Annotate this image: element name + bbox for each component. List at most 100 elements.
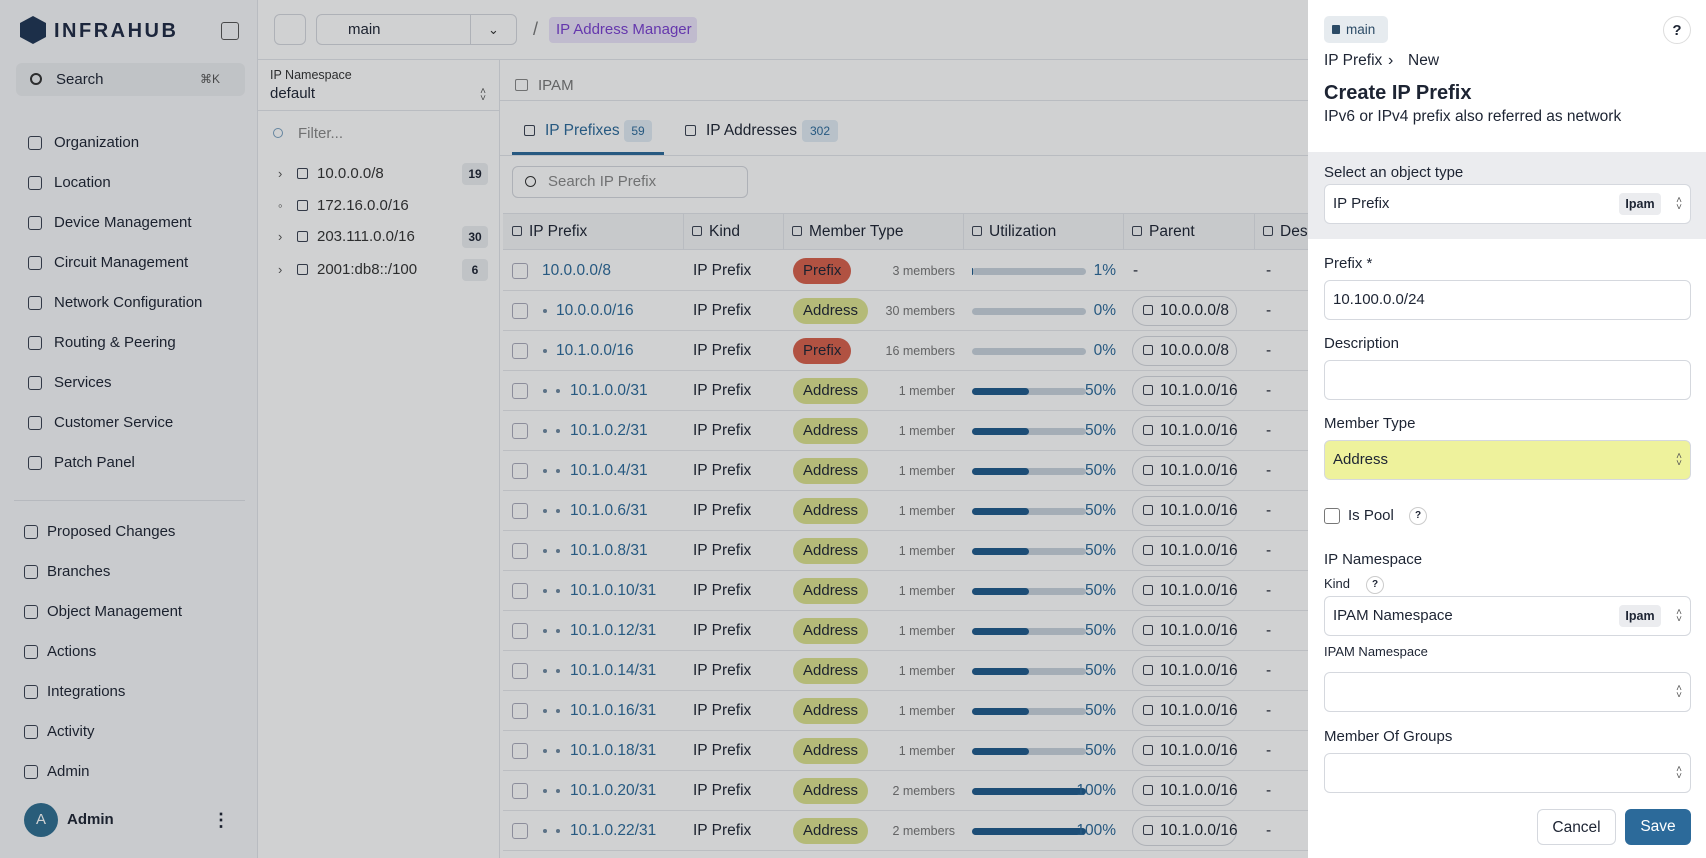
- table-row[interactable]: [503, 651, 1308, 691]
- table-row[interactable]: [503, 371, 1308, 411]
- tab[interactable]: IP Addresses: [706, 122, 798, 139]
- parent-chip[interactable]: [1132, 376, 1237, 406]
- prefix-link[interactable]: 10.1.0.2/31: [570, 422, 648, 439]
- prefix-link[interactable]: 10.0.0.0/16: [556, 302, 634, 319]
- row-checkbox[interactable]: [512, 823, 528, 839]
- row-checkbox[interactable]: [512, 583, 528, 599]
- nav-item[interactable]: Network Configuration: [54, 294, 203, 311]
- parent-chip[interactable]: [1132, 296, 1237, 326]
- table-row[interactable]: [503, 531, 1308, 571]
- tree-expander[interactable]: ›: [278, 166, 283, 181]
- row-checkbox[interactable]: [512, 343, 528, 359]
- parent-chip[interactable]: [1132, 656, 1237, 686]
- nav-item[interactable]: Device Management: [54, 214, 192, 231]
- prefix-link[interactable]: 10.1.0.18/31: [570, 742, 657, 759]
- search-box[interactable]: [16, 63, 245, 96]
- search-input[interactable]: [512, 166, 748, 198]
- row-checkbox[interactable]: [512, 743, 528, 759]
- prefix-link[interactable]: 10.0.0.0/8: [542, 262, 611, 279]
- tree-item[interactable]: 10.0.0.0/8: [317, 165, 384, 182]
- parent-chip[interactable]: [1132, 536, 1237, 566]
- tree-expander[interactable]: ◦: [278, 198, 283, 213]
- table-row[interactable]: [503, 731, 1308, 771]
- parent-chip[interactable]: [1132, 616, 1237, 646]
- row-checkbox[interactable]: [512, 263, 528, 279]
- parent-chip[interactable]: [1132, 576, 1237, 606]
- table-row[interactable]: [503, 491, 1308, 531]
- prefix-link[interactable]: 10.1.0.12/31: [570, 622, 657, 639]
- filter-input[interactable]: Filter...: [298, 125, 344, 142]
- table-row[interactable]: [503, 611, 1308, 651]
- parent-chip[interactable]: [1132, 696, 1237, 726]
- nav-item[interactable]: Activity: [47, 723, 95, 740]
- parent-chip[interactable]: [1132, 736, 1237, 766]
- save-button[interactable]: Save: [1625, 809, 1691, 845]
- tree-expander[interactable]: ›: [278, 262, 283, 277]
- tab[interactable]: IP Prefixes: [545, 122, 620, 139]
- member-type-select[interactable]: [1324, 440, 1691, 480]
- tree-item[interactable]: 203.111.0.0/16: [317, 228, 415, 245]
- table-row[interactable]: [503, 331, 1308, 371]
- nav-item[interactable]: Services: [54, 374, 112, 391]
- collapse-button[interactable]: [221, 22, 239, 40]
- date-button[interactable]: [274, 14, 306, 45]
- nav-item[interactable]: Location: [54, 174, 111, 191]
- prefix-link[interactable]: 10.1.0.16/31: [570, 702, 657, 719]
- row-checkbox[interactable]: [512, 383, 528, 399]
- prefix-link[interactable]: 10.1.0.22/31: [570, 822, 657, 839]
- row-checkbox[interactable]: [512, 543, 528, 559]
- parent-chip[interactable]: [1132, 816, 1237, 846]
- parent-chip[interactable]: [1132, 496, 1237, 526]
- groups-select[interactable]: [1324, 753, 1691, 793]
- nav-item[interactable]: Actions: [47, 643, 97, 660]
- table-row[interactable]: [503, 771, 1308, 811]
- parent-chip[interactable]: [1132, 776, 1237, 806]
- table-row[interactable]: [503, 811, 1308, 851]
- row-checkbox[interactable]: [512, 703, 528, 719]
- table-row[interactable]: [503, 291, 1308, 331]
- nav-item[interactable]: Object Management: [47, 603, 183, 620]
- row-checkbox[interactable]: [512, 303, 528, 319]
- row-checkbox[interactable]: [512, 783, 528, 799]
- prefix-link[interactable]: 10.1.0.14/31: [570, 662, 657, 679]
- branch-select[interactable]: [316, 14, 517, 45]
- prefix-link[interactable]: 10.1.0.4/31: [570, 462, 648, 479]
- nav-item[interactable]: Organization: [54, 134, 140, 151]
- row-checkbox[interactable]: [512, 503, 528, 519]
- parent-chip[interactable]: [1132, 336, 1237, 366]
- nav-item[interactable]: Branches: [47, 563, 111, 580]
- user-name[interactable]: Admin: [67, 811, 114, 828]
- table-row[interactable]: [503, 571, 1308, 611]
- nav-item[interactable]: Routing & Peering: [54, 334, 176, 351]
- prefix-link[interactable]: 10.1.0.8/31: [570, 542, 648, 559]
- tree-item[interactable]: 172.16.0.0/16: [317, 197, 409, 214]
- table-row[interactable]: [503, 251, 1308, 291]
- nav-item[interactable]: Patch Panel: [54, 454, 135, 471]
- nav-item[interactable]: Proposed Changes: [47, 523, 176, 540]
- nav-item[interactable]: Customer Service: [54, 414, 174, 431]
- breadcrumb[interactable]: IP Address Manager: [549, 17, 697, 43]
- prefix-link[interactable]: 10.1.0.0/16: [556, 342, 634, 359]
- prefix-link[interactable]: 10.1.0.0/31: [570, 382, 648, 399]
- prefix-input[interactable]: [1324, 280, 1691, 320]
- row-checkbox[interactable]: [512, 463, 528, 479]
- overlay[interactable]: [0, 0, 1308, 858]
- row-checkbox[interactable]: [512, 423, 528, 439]
- parent-chip[interactable]: [1132, 416, 1237, 446]
- nav-item[interactable]: Admin: [47, 763, 90, 780]
- parent-chip[interactable]: [1132, 456, 1237, 486]
- prefix-link[interactable]: 10.1.0.20/31: [570, 782, 657, 799]
- nav-item[interactable]: Integrations: [47, 683, 126, 700]
- prefix-link[interactable]: 10.1.0.10/31: [570, 582, 657, 599]
- table-row[interactable]: [503, 411, 1308, 451]
- namespace-select[interactable]: [1324, 672, 1691, 712]
- table-row[interactable]: [503, 691, 1308, 731]
- row-checkbox[interactable]: [512, 623, 528, 639]
- description-input[interactable]: [1324, 360, 1691, 400]
- nav-item[interactable]: Circuit Management: [54, 254, 189, 271]
- tree-item[interactable]: 2001:db8::/100: [317, 261, 418, 278]
- tree-expander[interactable]: ›: [278, 229, 283, 244]
- cancel-button[interactable]: Cancel: [1537, 809, 1616, 845]
- table-row[interactable]: [503, 451, 1308, 491]
- namespace-value[interactable]: default: [270, 85, 316, 102]
